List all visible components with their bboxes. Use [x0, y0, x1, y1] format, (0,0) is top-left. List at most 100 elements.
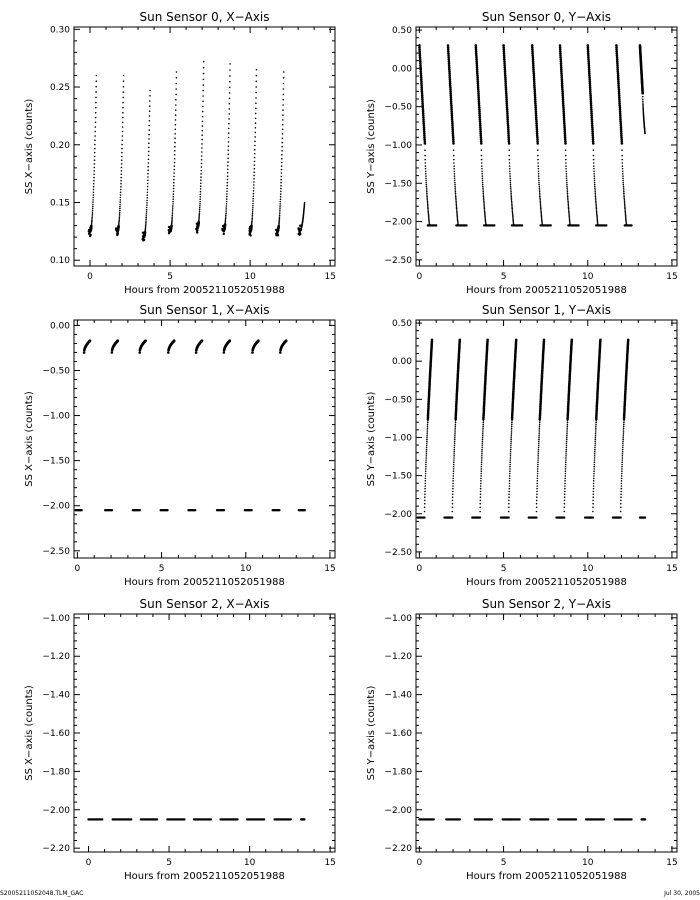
ss0-y-point — [420, 86, 424, 89]
ss0-y-point — [564, 154, 567, 157]
ss0-y-point — [423, 136, 426, 139]
ss0-y-point — [587, 60, 590, 63]
ss0-y-point — [478, 106, 481, 109]
ss0-y-point — [566, 181, 568, 184]
ss1-y-point — [510, 436, 512, 439]
ss1-y-point — [479, 499, 482, 502]
ss0-y-point — [539, 195, 541, 198]
ss0-y-point — [422, 116, 425, 119]
ss0-y-point — [623, 190, 625, 193]
ss0-y-point — [620, 138, 623, 141]
ss1-y-point — [537, 465, 539, 468]
ss0-y-point — [422, 122, 426, 125]
ss0-x-point — [92, 188, 95, 191]
ss0-y-point — [478, 114, 482, 117]
ss0-y-point — [419, 74, 423, 77]
ss0-y-point — [507, 132, 510, 135]
ss2-y-point — [602, 818, 605, 821]
ss0-y-point — [482, 199, 485, 201]
ss0-x-point — [168, 230, 171, 233]
ss0-x-point — [200, 182, 202, 185]
ss0-x-point — [280, 190, 282, 193]
ss0-y-point — [590, 118, 594, 121]
ss1-y-point — [454, 431, 456, 433]
ss0-x-point — [202, 95, 204, 97]
ss0-x-point — [120, 179, 122, 182]
ss0-x-point — [281, 150, 283, 152]
ss0-y-ytick-label: −1.50 — [384, 179, 412, 189]
ss0-y-point — [589, 90, 592, 93]
ss0-y-point — [537, 165, 539, 167]
ss0-y-point — [424, 149, 426, 151]
ss0-y-point — [534, 116, 538, 119]
ss0-x-point — [224, 220, 227, 222]
ss0-y-point — [482, 185, 484, 188]
ss0-y-point — [425, 189, 428, 191]
ss0-y-point — [592, 162, 595, 164]
ss0-y-point — [505, 100, 509, 103]
ss1-y-point — [566, 427, 568, 430]
ss0-y-point — [558, 44, 562, 47]
ss0-x-point — [116, 232, 119, 236]
ss0-y-point — [505, 108, 509, 111]
ss0-y-point — [616, 66, 619, 69]
ss1-y-point — [425, 463, 427, 466]
ss2-y-title: Sun Sensor 2, Y−Axis — [482, 597, 611, 611]
ss0-x-point — [173, 168, 175, 171]
ss0-y-point — [535, 122, 538, 125]
ss0-y-point — [447, 52, 450, 55]
ss0-y-point — [533, 96, 537, 99]
ss1-y-point — [425, 446, 428, 449]
ss0-y-point — [507, 142, 511, 145]
ss0-y-point — [424, 170, 427, 173]
ss0-x-point — [201, 125, 204, 127]
ss0-y-point — [537, 158, 539, 161]
ss1-y-xtick-label: 15 — [666, 564, 677, 574]
ss0-y-point — [615, 48, 618, 51]
ss0-y-point — [616, 72, 620, 75]
ss1-y-point — [621, 452, 624, 455]
ss0-y-point — [624, 207, 626, 210]
ss0-y-point — [446, 46, 450, 49]
ss1-y-point — [620, 480, 623, 482]
ss0-y-point — [427, 209, 429, 211]
ss0-x-point — [200, 179, 202, 181]
ss0-y-point — [590, 124, 594, 127]
ss0-x-point — [119, 199, 122, 201]
ss1-y-point — [453, 457, 455, 459]
ss0-x-point — [121, 135, 124, 137]
ss0-y-point — [562, 106, 565, 109]
ss0-y-point — [533, 88, 536, 91]
ss0-y-point — [596, 215, 598, 218]
ss0-y-point — [534, 110, 538, 113]
ss0-y-point — [447, 62, 451, 65]
ss0-x-xtick-label: 15 — [324, 272, 335, 282]
ss0-x-point — [92, 199, 94, 201]
ss1-y-point — [592, 496, 594, 499]
ss0-x-point — [228, 102, 231, 105]
ss0-x-point — [279, 198, 282, 200]
ss0-x-point — [174, 114, 177, 116]
ss0-y-point — [596, 218, 599, 220]
ss1-y-point — [623, 421, 625, 424]
ss1-y-ytick-label: 0.00 — [392, 357, 412, 367]
ss1-y-point — [594, 442, 596, 445]
ss1-y-point — [424, 480, 427, 482]
ss1-y-point — [621, 463, 623, 466]
ss0-y-point — [509, 175, 511, 177]
ss0-y-point — [448, 68, 451, 71]
ss0-x-point — [199, 185, 202, 187]
ss1-y-point — [593, 475, 595, 477]
ss0-x-point — [171, 221, 173, 224]
ss0-x-point — [122, 106, 124, 109]
ss0-y-point — [477, 90, 480, 93]
ss0-y-point — [502, 54, 506, 57]
ss1-y-point — [482, 420, 485, 422]
ss0-x-point — [93, 159, 96, 161]
ss0-x-point — [278, 217, 281, 220]
ss0-y-point — [558, 48, 562, 51]
ss0-y-point — [540, 209, 542, 211]
ss0-y-point — [455, 206, 458, 208]
ss2-x-point — [101, 818, 104, 821]
ss0-x-point — [119, 194, 122, 196]
